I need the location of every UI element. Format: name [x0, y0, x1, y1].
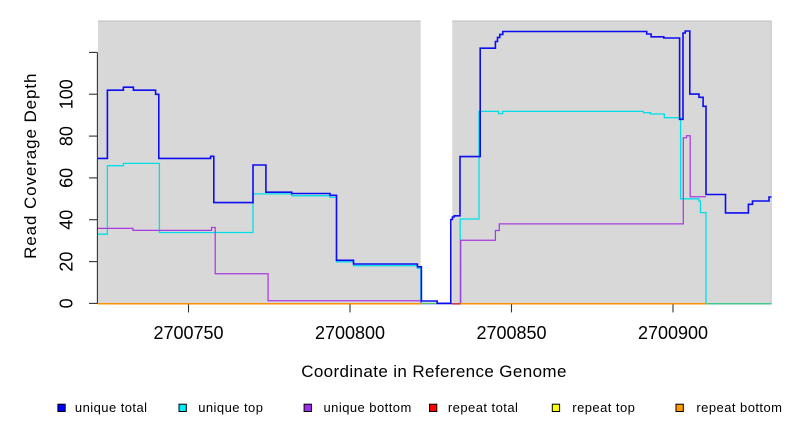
svg-text:2700800: 2700800	[315, 323, 385, 343]
svg-text:Read Coverage Depth: Read Coverage Depth	[21, 73, 40, 259]
svg-text:80: 80	[57, 126, 77, 146]
svg-text:repeat bottom: repeat bottom	[696, 400, 782, 415]
svg-text:unique total: unique total	[75, 400, 148, 415]
svg-text:60: 60	[57, 168, 77, 188]
svg-text:Coordinate in Reference Genome: Coordinate in Reference Genome	[301, 362, 567, 381]
svg-text:0: 0	[57, 298, 77, 308]
svg-text:20: 20	[57, 252, 77, 272]
svg-text:2700850: 2700850	[476, 323, 546, 343]
svg-text:unique bottom: unique bottom	[324, 400, 412, 415]
svg-text:40: 40	[57, 210, 77, 230]
svg-text:100: 100	[57, 79, 77, 109]
svg-text:2700900: 2700900	[638, 323, 708, 343]
svg-text:unique top: unique top	[198, 400, 263, 415]
svg-text:2700750: 2700750	[153, 323, 223, 343]
svg-text:repeat top: repeat top	[572, 400, 635, 415]
svg-text:repeat total: repeat total	[448, 400, 518, 415]
